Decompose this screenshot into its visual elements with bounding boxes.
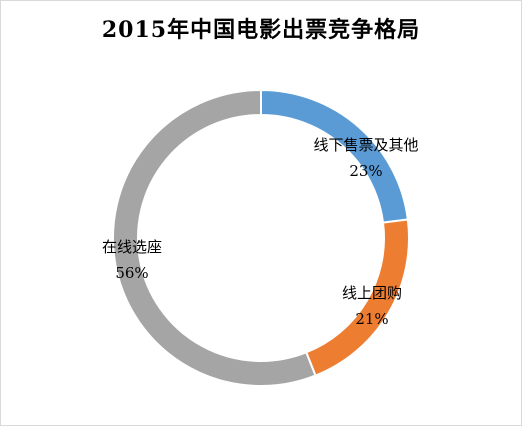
donut-slice [260,88,409,224]
slice-label-name: 线下售票及其他 [313,136,418,154]
slice-label-name: 线上团购 [342,284,402,302]
chart-title: 2015年中国电影出票竞争格局 [101,17,421,43]
slice-label-value: 56% [115,264,148,282]
donut-slices [112,88,410,387]
slice-label-name: 在线选座 [102,238,162,256]
slice-label-value: 21% [355,310,388,328]
slice-label-value: 23% [349,162,382,180]
slice-labels: 线下售票及其他 23% 线上团购 21% 在线选座 56% [102,136,419,328]
donut-slice [112,88,317,387]
